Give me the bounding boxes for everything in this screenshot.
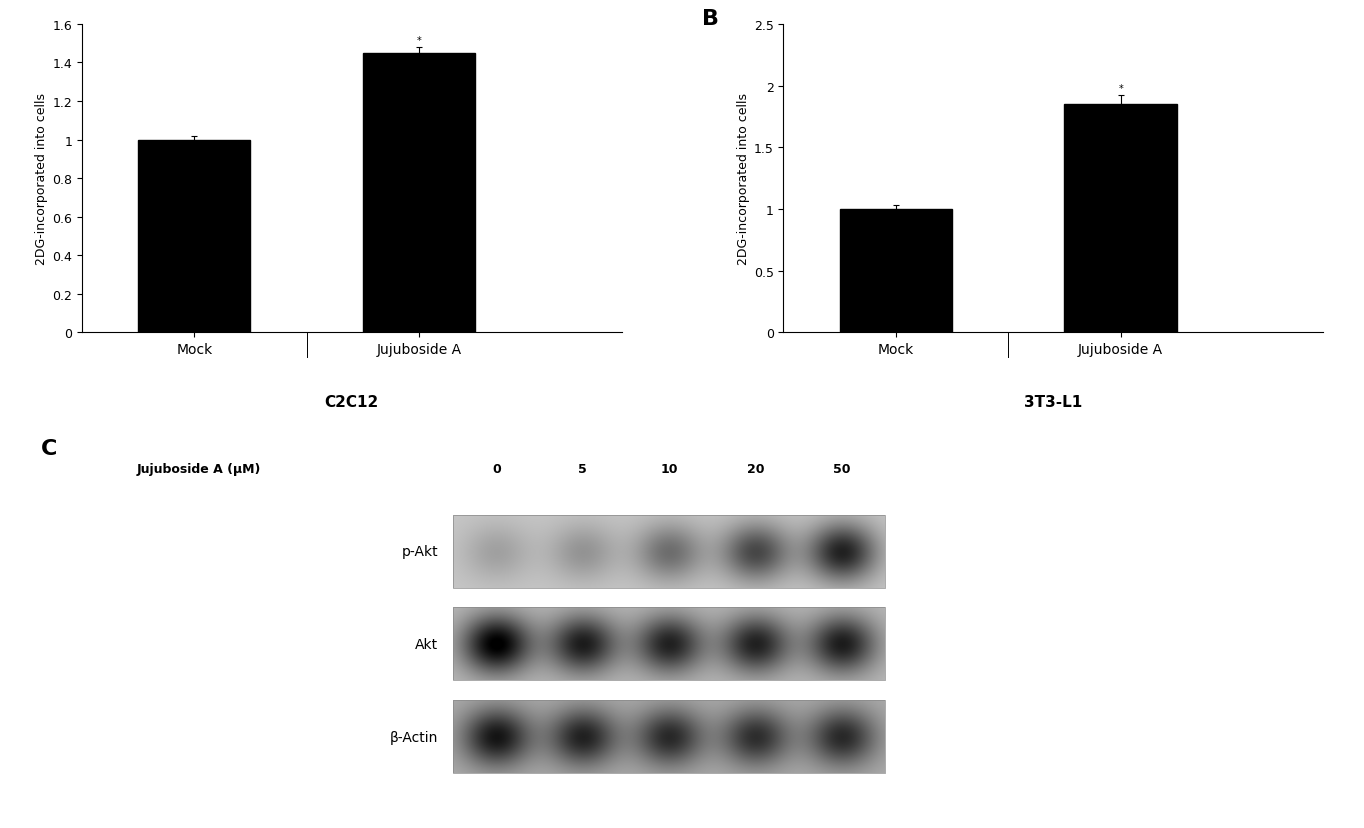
Bar: [363, 54, 475, 333]
Text: C2C12: C2C12: [325, 394, 379, 409]
Text: 50: 50: [833, 462, 851, 475]
Text: 3T3-L1: 3T3-L1: [1024, 394, 1083, 409]
Bar: [138, 140, 251, 333]
Text: B: B: [702, 9, 719, 30]
Text: Akt: Akt: [415, 638, 438, 651]
Y-axis label: 2DG-incorporated into cells: 2DG-incorporated into cells: [35, 93, 48, 265]
Text: p-Akt: p-Akt: [401, 545, 438, 558]
Text: 10: 10: [660, 462, 678, 475]
Text: Jujuboside A (μM): Jujuboside A (μM): [136, 462, 261, 475]
Bar: [453, 700, 885, 773]
Text: *: *: [1118, 84, 1123, 94]
Text: 20: 20: [746, 462, 764, 475]
Text: 0: 0: [492, 462, 501, 475]
Text: 5: 5: [578, 462, 588, 475]
Text: C: C: [41, 439, 57, 459]
Bar: [1064, 105, 1177, 333]
Text: β-Actin: β-Actin: [390, 730, 438, 744]
Bar: [453, 515, 885, 588]
Y-axis label: 2DG-incorporated into cells: 2DG-incorporated into cells: [737, 93, 750, 265]
Bar: [453, 608, 885, 681]
Bar: [840, 209, 952, 333]
Text: *: *: [417, 36, 421, 46]
